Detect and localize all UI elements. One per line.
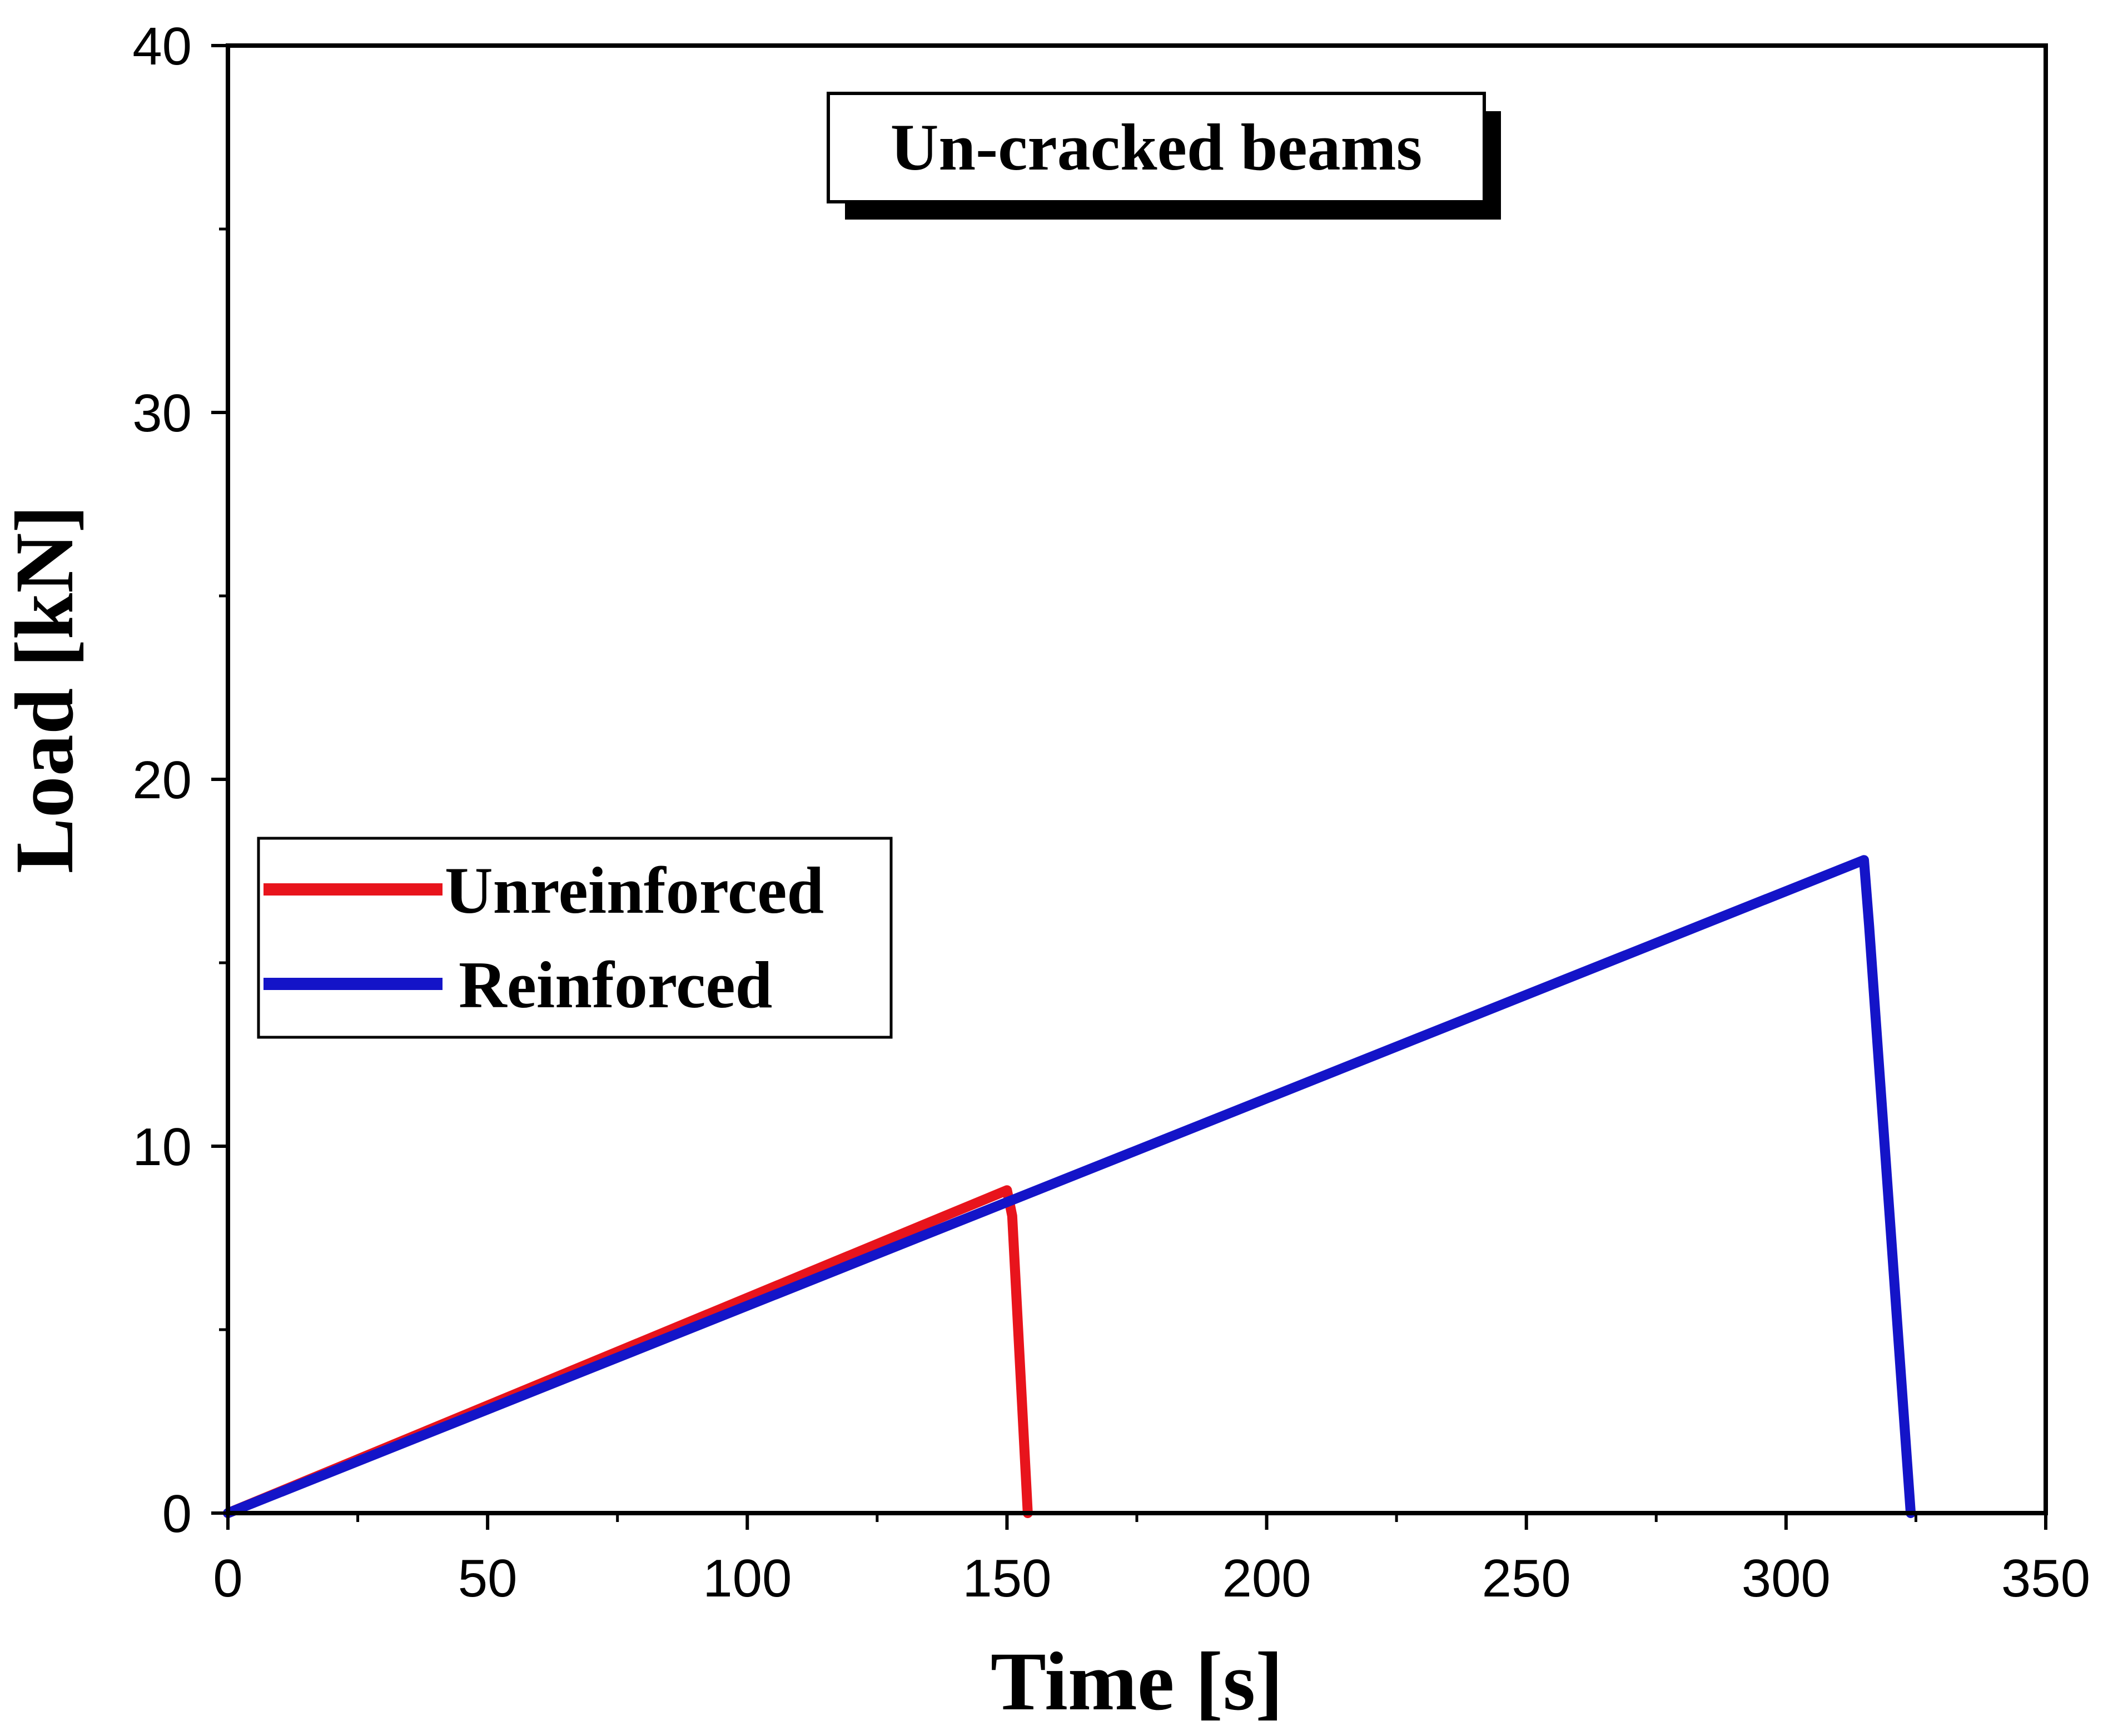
x-tick-label: 150	[962, 1549, 1051, 1608]
x-tick-label: 300	[1742, 1549, 1831, 1608]
annotation-text: Un-cracked beams	[891, 110, 1423, 184]
series-line-reinforced	[223, 855, 1916, 1518]
x-tick-label: 50	[458, 1549, 518, 1608]
x-tick-label: 350	[2001, 1549, 2090, 1608]
annotation-box: Un-cracked beams	[827, 92, 1501, 220]
y-tick-label: 30	[132, 384, 192, 443]
legend-label-unreinforced: Unreinforced	[445, 853, 824, 927]
legend-label-reinforced: Reinforced	[459, 948, 772, 1022]
tick-layer: 0 50 100 150 200 250 300 350 0 10 20 30 40	[132, 17, 2090, 1608]
x-tick-label: 200	[1222, 1549, 1311, 1608]
y-tick-label: 40	[132, 17, 192, 76]
x-tick-label: 100	[703, 1549, 792, 1608]
legend: Unreinforced Reinforced	[257, 837, 893, 1039]
annotation-frame	[827, 92, 1486, 203]
y-tick-label: 20	[132, 750, 192, 810]
x-axis-title: Time [s]	[991, 1635, 1283, 1728]
series-layer	[223, 855, 1916, 1518]
y-tick-label: 0	[162, 1484, 192, 1544]
y-axis-title: Load [kN]	[0, 505, 91, 874]
x-tick-label: 0	[213, 1549, 242, 1608]
x-tick-label: 250	[1482, 1549, 1571, 1608]
legend-frame	[257, 837, 893, 1039]
y-tick-label: 10	[132, 1117, 192, 1177]
